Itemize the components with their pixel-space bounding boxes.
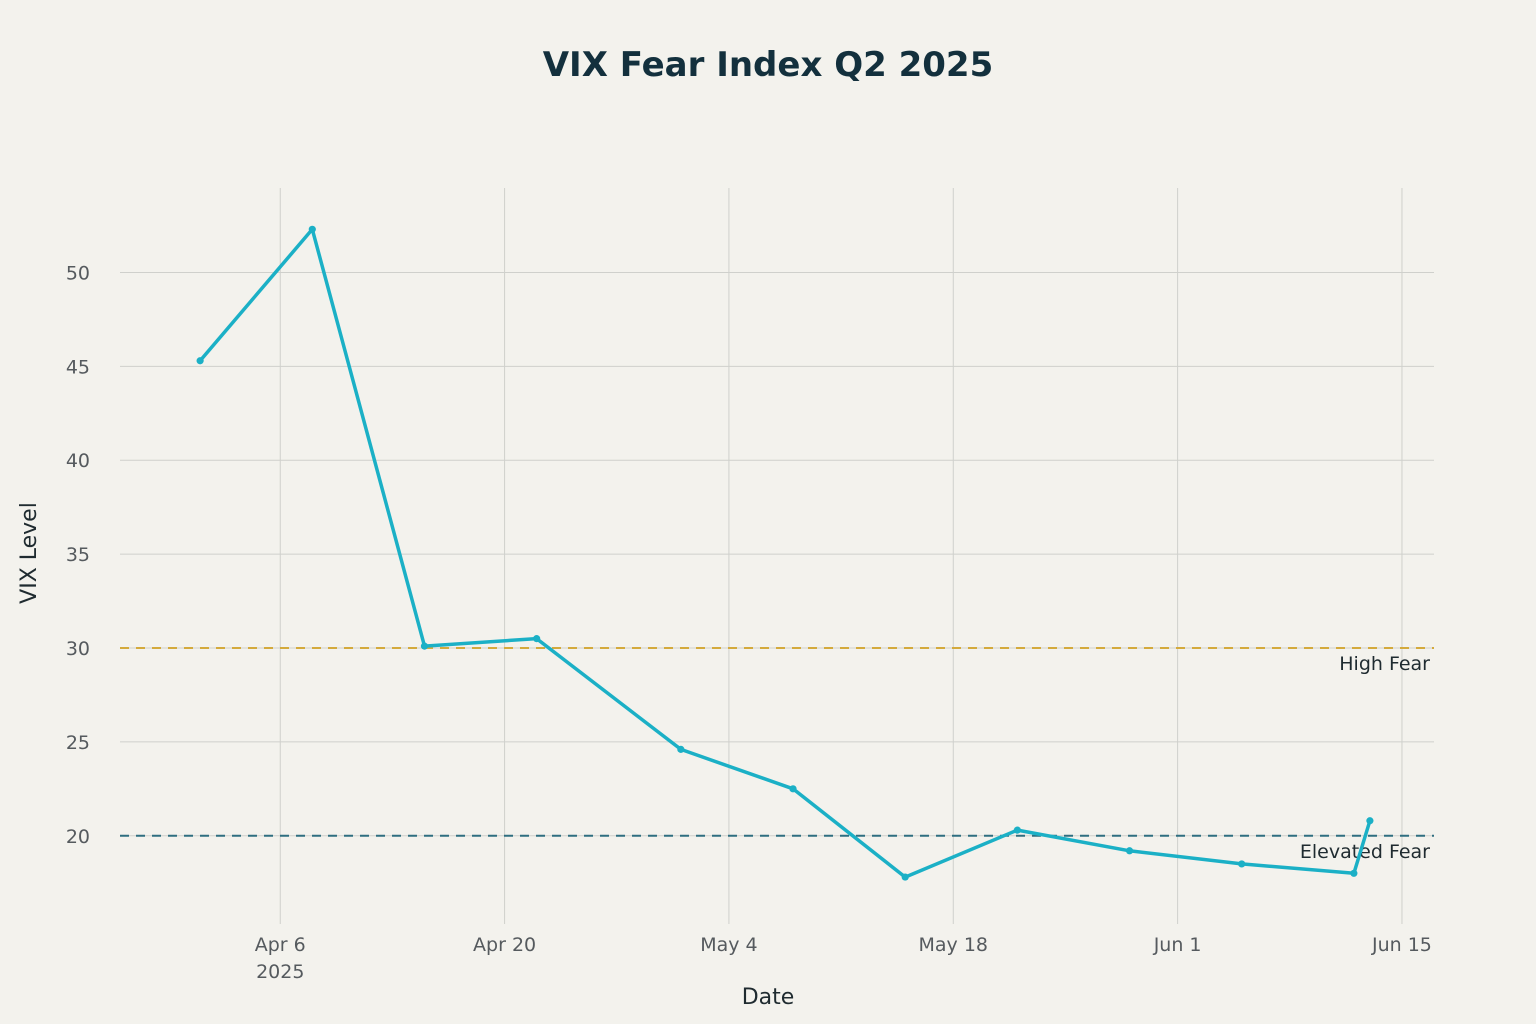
data-point [1013,826,1021,834]
x-axis-title: Date [742,985,795,1010]
x-tick-label: May 18 [919,934,989,956]
y-tick-label: 35 [66,544,90,566]
x-tick-label: Jun 1 [1153,934,1202,956]
reference-line-label: High Fear [1339,653,1430,675]
data-point [1238,860,1246,868]
x-tick-label: May 4 [700,934,757,956]
data-point [901,873,909,881]
y-tick-label: 50 [66,262,90,284]
reference-line-label: Elevated Fear [1300,841,1430,863]
y-tick-label: 40 [66,450,90,472]
data-point [1350,869,1358,877]
grid-lines [120,188,1434,924]
x-tick-label: Jun 15 [1371,934,1432,956]
y-tick-label: 25 [66,732,90,754]
data-point [533,635,541,643]
data-point [1366,817,1374,825]
data-point [420,642,429,650]
x-tick-sublabel: 2025 [256,961,304,983]
x-tick-label: Apr 20 [473,934,536,956]
reference-lines: High Fear Elevated Fear [120,647,1434,863]
series-layer [196,225,1374,881]
data-point [677,745,685,753]
data-point [196,357,204,365]
chart-title: VIX Fear Index Q2 2025 [543,45,994,85]
y-tick-label: 30 [66,638,90,660]
data-point [308,225,316,233]
data-point [789,785,797,793]
y-axis-title: VIX Level [17,502,42,604]
data-point [1125,847,1134,855]
x-tick-label: Apr 6 [255,934,306,956]
y-tick-label: 20 [66,826,90,848]
y-tick-label: 45 [66,356,90,378]
series-line [198,227,1372,879]
